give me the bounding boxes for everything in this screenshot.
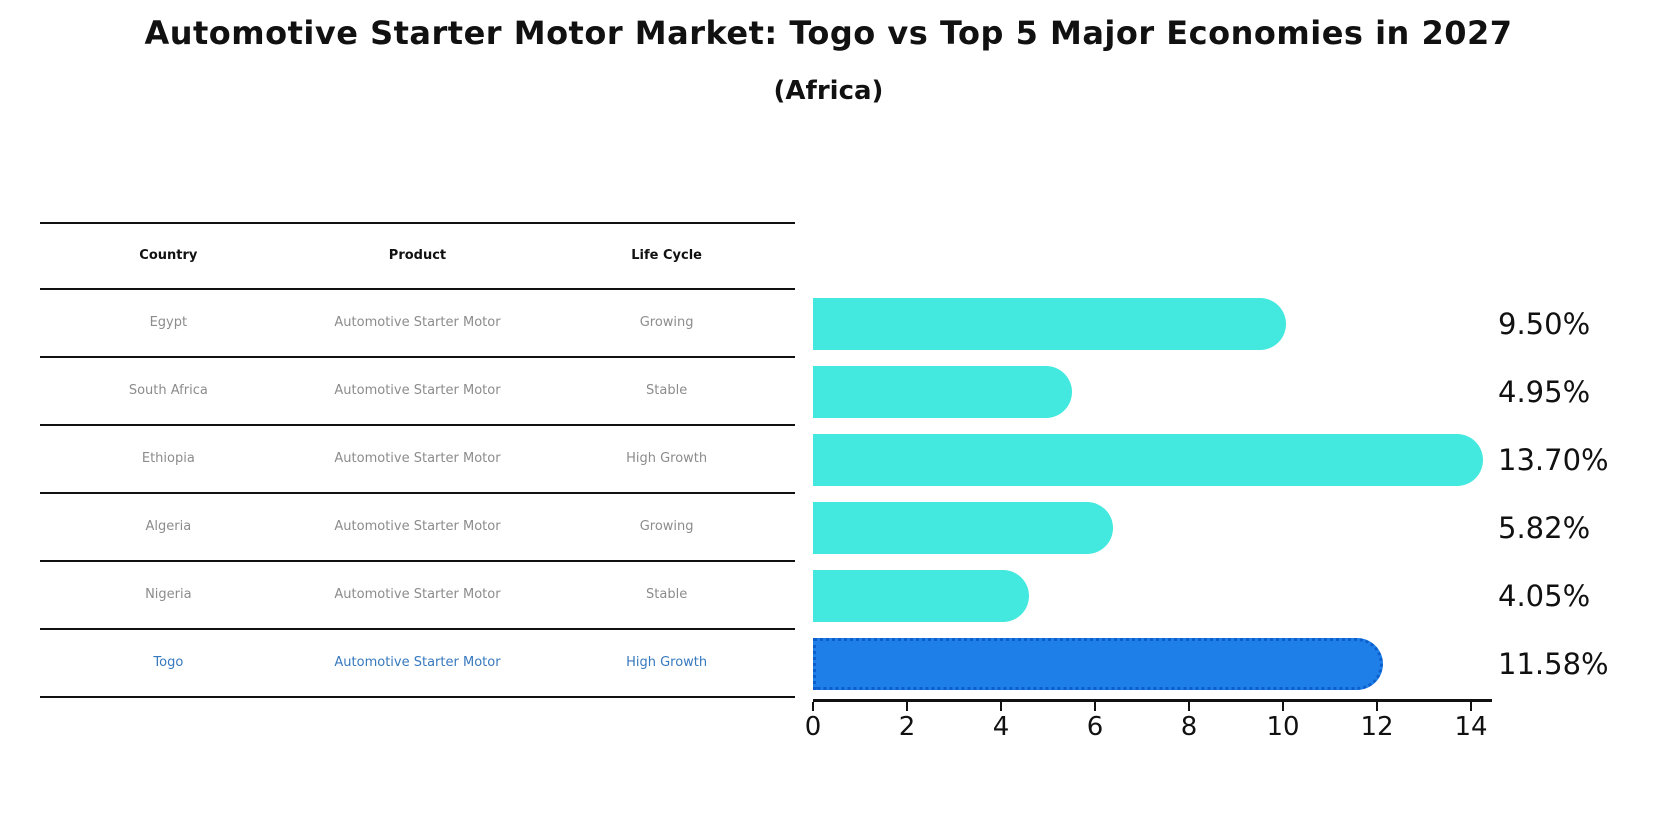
highlight-bar — [813, 638, 1384, 690]
cell-country: Ethiopia — [141, 451, 195, 467]
bar-row-ethiopia — [813, 426, 1513, 494]
cell-life-cycle: Stable — [646, 383, 688, 399]
x-axis-tick — [1188, 702, 1190, 711]
cell-life-cycle: Stable — [646, 587, 688, 603]
bar-row-togo — [813, 630, 1513, 698]
x-axis-line — [813, 699, 1492, 702]
cell-country: Nigeria — [145, 587, 192, 603]
cell-country: Togo — [153, 655, 184, 671]
x-axis-tick-label: 0 — [804, 712, 822, 742]
country-table: Country Product Life Cycle Egypt Automoti… — [40, 222, 795, 698]
bar-value-label: 13.70% — [1498, 443, 1609, 477]
cell-product: Automotive Starter Motor — [334, 519, 501, 535]
cell-country: Egypt — [149, 315, 188, 331]
cell-product: Automotive Starter Motor — [334, 587, 501, 603]
bar-chart — [813, 290, 1513, 698]
table-row: Egypt Automotive Starter Motor Growing — [40, 290, 795, 358]
x-axis-tick — [906, 702, 908, 711]
bar-value-label: 11.58% — [1498, 647, 1609, 681]
bar-row-egypt — [813, 290, 1513, 358]
cell-life-cycle: Growing — [639, 315, 694, 331]
x-axis-tick-label: 4 — [992, 712, 1010, 742]
cell-country: Algeria — [145, 519, 192, 535]
cell-life-cycle: High Growth — [626, 451, 708, 467]
cell-country: South Africa — [128, 383, 208, 399]
column-header-life-cycle: Life Cycle — [631, 248, 702, 264]
x-axis-tick — [1282, 702, 1284, 711]
bar — [813, 366, 1072, 418]
x-axis-tick-label: 6 — [1086, 712, 1104, 742]
x-axis-tick — [1470, 702, 1472, 711]
cell-life-cycle: High Growth — [626, 655, 708, 671]
x-axis-tick — [1000, 702, 1002, 711]
x-axis-tick-label: 12 — [1360, 712, 1394, 742]
cell-life-cycle: Growing — [639, 519, 694, 535]
bar — [813, 434, 1483, 486]
cell-product: Automotive Starter Motor — [334, 315, 501, 331]
bar — [813, 502, 1113, 554]
cell-product: Automotive Starter Motor — [334, 451, 501, 467]
x-axis-tick — [812, 702, 814, 711]
table-body: Egypt Automotive Starter Motor Growing Sout… — [40, 290, 795, 698]
table-row: Nigeria Automotive Starter Motor Stable — [40, 562, 795, 630]
chart-title: Automotive Starter Motor Market: Togo vs… — [144, 14, 1513, 52]
table-row: South Africa Automotive Starter Motor Stab… — [40, 358, 795, 426]
x-axis-tick-label: 14 — [1454, 712, 1488, 742]
cell-product: Automotive Starter Motor — [334, 383, 501, 399]
bar — [813, 298, 1286, 350]
table-header-row: Country Product Life Cycle — [40, 222, 795, 290]
chart-subtitle: (Africa) — [773, 76, 884, 106]
bar-row-south-africa — [813, 358, 1513, 426]
x-axis-tick-label: 8 — [1180, 712, 1198, 742]
x-axis-tick-label: 2 — [898, 712, 916, 742]
x-axis-tick — [1376, 702, 1378, 711]
table-row: Togo Automotive Starter Motor High Growth — [40, 630, 795, 698]
bar-row-algeria — [813, 494, 1513, 562]
bar-value-label: 4.95% — [1498, 375, 1591, 409]
bar-value-label: 9.50% — [1498, 307, 1591, 341]
table-row: Algeria Automotive Starter Motor Growing — [40, 494, 795, 562]
cell-product: Automotive Starter Motor — [334, 655, 501, 671]
bar-value-label: 4.05% — [1498, 579, 1591, 613]
column-header-country: Country — [139, 248, 198, 264]
bar-value-label: 5.82% — [1498, 511, 1591, 545]
x-axis-tick-label: 10 — [1266, 712, 1300, 742]
bar-row-nigeria — [813, 562, 1513, 630]
column-header-product: Product — [388, 248, 447, 264]
table-row: Ethiopia Automotive Starter Motor High Gro… — [40, 426, 795, 494]
bar — [813, 570, 1030, 622]
x-axis-tick — [1094, 702, 1096, 711]
